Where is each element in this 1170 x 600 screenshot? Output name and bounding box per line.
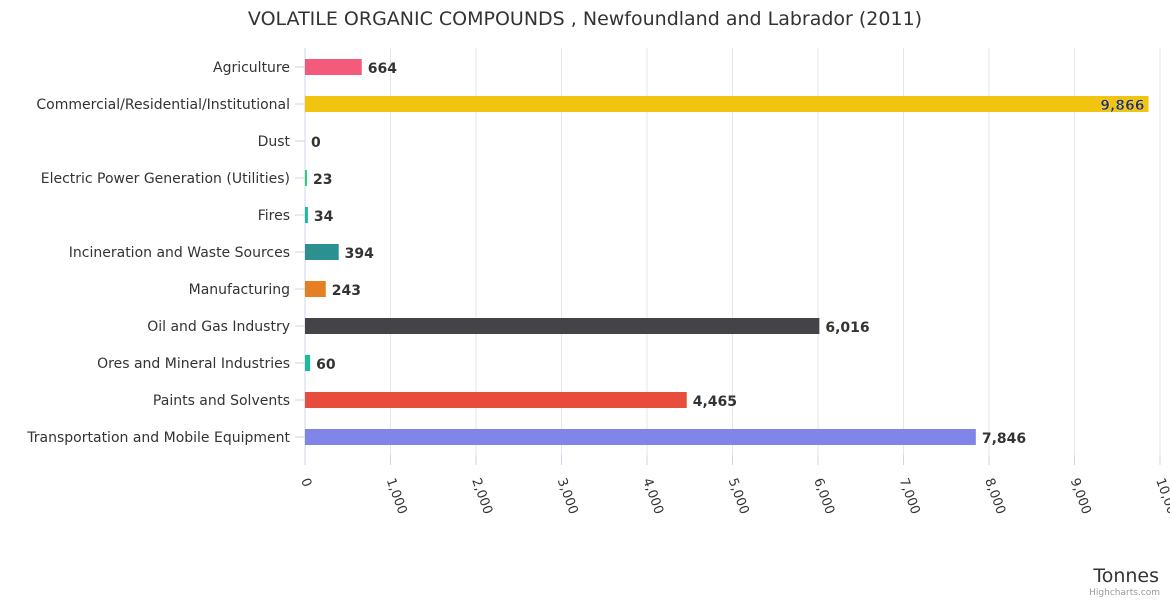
x-axis-title: Tonnes <box>1092 565 1159 587</box>
data-label: 0 <box>311 135 321 151</box>
category-label: Fires <box>258 208 290 224</box>
data-label: 394 <box>345 246 374 262</box>
data-label: 60 <box>316 357 336 373</box>
data-label: 7,846 <box>982 431 1026 447</box>
category-label: Ores and Mineral Industries <box>97 356 290 372</box>
bar <box>305 207 308 223</box>
data-label: 664 <box>368 61 397 77</box>
bar <box>305 355 311 371</box>
bar <box>305 429 976 445</box>
category-label: Electric Power Generation (Utilities) <box>41 171 290 187</box>
bar <box>305 318 820 334</box>
category-label: Oil and Gas Industry <box>147 319 290 335</box>
category-label: Agriculture <box>213 60 290 76</box>
x-tick-label: 10,000 <box>1152 476 1170 524</box>
x-tick-label: 0 <box>297 476 314 489</box>
x-tick-label: 7,000 <box>896 476 923 516</box>
category-label: Incineration and Waste Sources <box>69 245 290 261</box>
x-tick-label: 9,000 <box>1067 476 1094 516</box>
x-tick-label: 6,000 <box>810 476 837 516</box>
category-label: Commercial/Residential/Institutional <box>36 97 290 113</box>
bar <box>305 281 326 297</box>
data-label: 23 <box>313 172 332 188</box>
bar <box>305 244 339 260</box>
data-label: 6,016 <box>825 320 869 336</box>
category-label: Transportation and Mobile Equipment <box>26 430 290 446</box>
bar <box>305 96 1149 112</box>
x-tick-label: 4,000 <box>639 476 666 516</box>
bar <box>305 170 307 186</box>
data-label: 4,465 <box>693 394 737 410</box>
category-label: Dust <box>258 134 291 150</box>
category-label: Paints and Solvents <box>153 393 290 409</box>
bar <box>305 59 362 75</box>
x-tick-label: 3,000 <box>554 476 581 516</box>
x-tick-label: 2,000 <box>468 476 495 516</box>
bar <box>305 392 687 408</box>
x-tick-label: 8,000 <box>981 476 1008 516</box>
chart-title: VOLATILE ORGANIC COMPOUNDS , Newfoundlan… <box>248 8 922 30</box>
category-label: Manufacturing <box>189 282 290 298</box>
data-label: 9,866 <box>1100 98 1144 114</box>
data-label: 243 <box>332 283 361 299</box>
data-label: 34 <box>314 209 334 225</box>
x-tick-label: 1,000 <box>383 476 410 516</box>
x-tick-label: 5,000 <box>725 476 752 516</box>
credits-link[interactable]: Highcharts.com <box>1089 588 1160 598</box>
